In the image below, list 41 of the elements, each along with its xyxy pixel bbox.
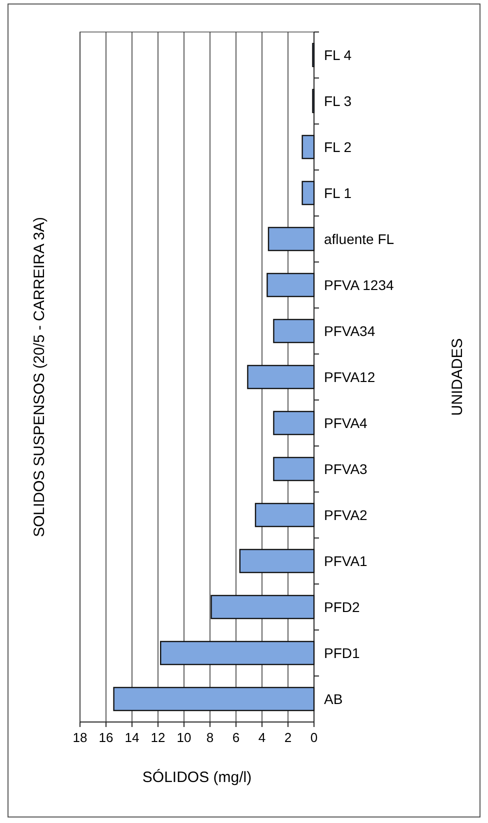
x-tick-label: 10 — [176, 730, 192, 745]
bar — [254, 502, 315, 528]
y-tick-label: PFVA2 — [324, 506, 368, 523]
bar — [247, 364, 315, 390]
y-tick-label: AB — [324, 690, 343, 707]
x-tick-label: 18 — [72, 730, 88, 745]
y-tick-label: PFVA4 — [324, 414, 368, 431]
bar — [273, 410, 315, 436]
y-tick-label: PFVA34 — [324, 322, 376, 339]
x-axis-title: SÓLIDOS (mg/l) — [142, 768, 252, 786]
bar — [302, 134, 315, 160]
y-tick-label: PFVA3 — [324, 460, 368, 477]
bar — [210, 594, 315, 620]
y-tick-label: FL 1 — [324, 184, 352, 201]
x-tick-label: 14 — [124, 730, 140, 745]
y-tick-label: PFD2 — [324, 598, 360, 615]
bar — [268, 226, 315, 252]
x-tick-label: 16 — [98, 730, 114, 745]
y-axis-title: UNIDADES — [449, 338, 466, 416]
x-tick-label: 4 — [258, 730, 266, 745]
x-tick-label: 6 — [232, 730, 240, 745]
x-tick-label: 0 — [310, 730, 318, 745]
x-tick-label: 2 — [284, 730, 292, 745]
text: SOLIDOS SUSPENSOS (20/5 - CARREIRA 3A) — [31, 216, 48, 538]
y-tick-label: PFD1 — [324, 644, 360, 661]
bar — [273, 456, 315, 482]
bar — [273, 318, 315, 344]
y-tick-label: FL 2 — [324, 138, 352, 155]
x-tick-label: 12 — [150, 730, 166, 745]
y-tick-label: PFVA1 — [324, 552, 368, 569]
bar — [266, 272, 315, 298]
y-tick-label: FL 3 — [324, 92, 352, 109]
bar — [302, 180, 315, 206]
bar — [113, 686, 315, 712]
y-tick-label: FL 4 — [324, 46, 352, 63]
y-tick-label: PFVA12 — [324, 368, 376, 385]
bar — [160, 640, 315, 666]
bar — [239, 548, 315, 574]
x-tick-label: 8 — [206, 730, 214, 745]
y-tick-label: afluente FL — [324, 230, 394, 247]
y-tick-label: PFVA 1234 — [324, 276, 394, 293]
